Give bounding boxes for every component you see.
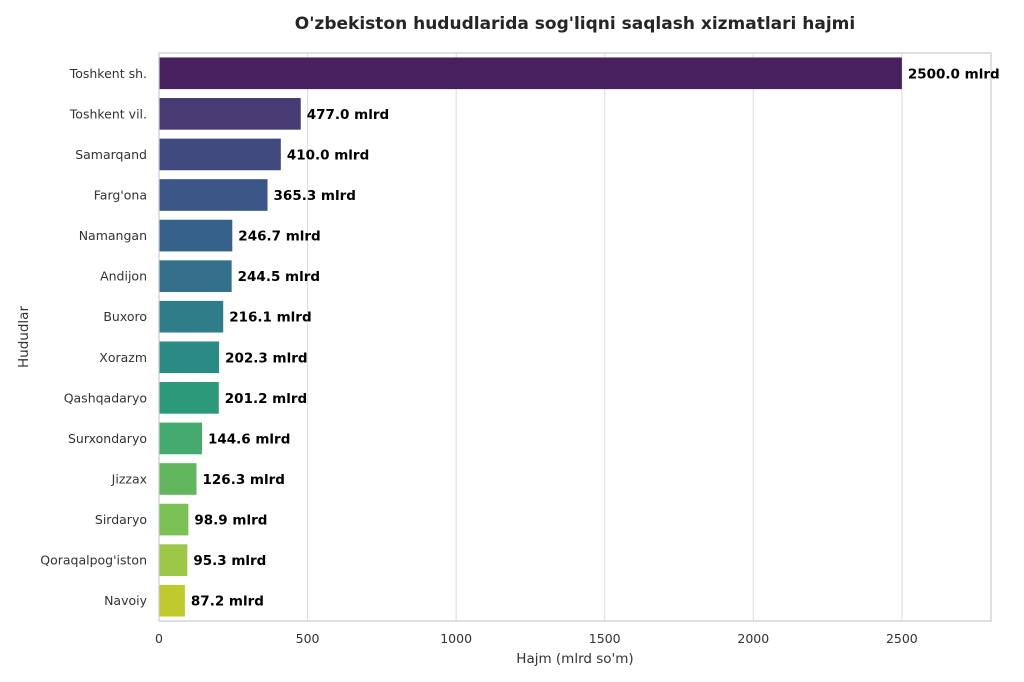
bar — [159, 98, 301, 130]
grid-lines — [158, 53, 903, 621]
plot-frame — [158, 52, 992, 622]
bar — [159, 57, 902, 90]
data-label: 246.7 mlrd — [238, 229, 320, 245]
x-axis-label: Hajm (mlrd so'm) — [516, 651, 633, 667]
data-label: 98.9 mlrd — [194, 513, 267, 529]
x-tick-label: 2000 — [737, 631, 769, 646]
y-tick-label: Toshkent vil. — [69, 106, 147, 121]
data-label: 477.0 mlrd — [307, 107, 389, 123]
y-tick-label: Buxoro — [103, 309, 147, 324]
bar — [159, 382, 219, 414]
bars — [159, 57, 902, 617]
bar — [159, 260, 232, 292]
y-tick-label: Surxondaryo — [68, 431, 147, 446]
x-tick-label: 1000 — [440, 631, 472, 646]
bar — [159, 544, 188, 576]
y-tick-label: Navoiy — [104, 593, 148, 608]
x-tick-label: 500 — [296, 631, 320, 646]
y-tick-label: Qashqadaryo — [64, 390, 147, 405]
data-label: 144.6 mlrd — [208, 431, 290, 447]
data-label: 126.3 mlrd — [203, 472, 285, 488]
bar — [159, 138, 281, 171]
data-label: 95.3 mlrd — [193, 553, 266, 569]
data-label: 244.5 mlrd — [238, 269, 320, 285]
bar — [159, 179, 268, 211]
bar — [159, 341, 220, 374]
x-tick-label: 0 — [155, 631, 163, 646]
x-tick-label: 2500 — [886, 631, 918, 646]
y-tick-label: Andijon — [100, 269, 147, 284]
y-tick-label: Xorazm — [99, 350, 147, 365]
y-tick-label: Toshkent sh. — [69, 66, 147, 81]
x-tick-label: 1500 — [589, 631, 621, 646]
data-label: 365.3 mlrd — [274, 188, 356, 204]
y-tick-label: Sirdaryo — [95, 512, 147, 527]
y-tick-labels: Toshkent sh. Toshkent vil. Samarqand Farg'o… — [40, 66, 147, 608]
bar — [159, 503, 189, 536]
y-tick-label: Farg'ona — [94, 188, 147, 203]
y-axis-label: Hududlar — [16, 306, 32, 368]
data-label: 201.2 mlrd — [225, 391, 307, 407]
bar — [159, 300, 224, 333]
data-label: 87.2 mlrd — [191, 594, 264, 610]
data-label: 2500.0 mlrd — [908, 66, 1000, 82]
y-tick-label: Qoraqalpog'iston — [40, 553, 147, 568]
bar — [159, 422, 202, 455]
data-label: 202.3 mlrd — [225, 350, 307, 366]
y-tick-label: Jizzax — [111, 472, 147, 487]
y-tick-label: Samarqand — [75, 147, 147, 162]
data-label: 216.1 mlrd — [229, 310, 311, 326]
y-tick-label: Namangan — [79, 228, 147, 243]
x-tick-labels: 0 500 1000 1500 2000 2500 — [155, 631, 918, 646]
chart-title: O'zbekiston hududlarida sog'liqni saqlas… — [295, 14, 855, 34]
data-labels: 2500.0 mlrd 477.0 mlrd 410.0 mlrd 365.3 mlr… — [191, 66, 1000, 609]
bar — [159, 584, 185, 617]
bar — [159, 463, 197, 495]
data-label: 410.0 mlrd — [287, 147, 369, 163]
bar — [159, 219, 233, 252]
